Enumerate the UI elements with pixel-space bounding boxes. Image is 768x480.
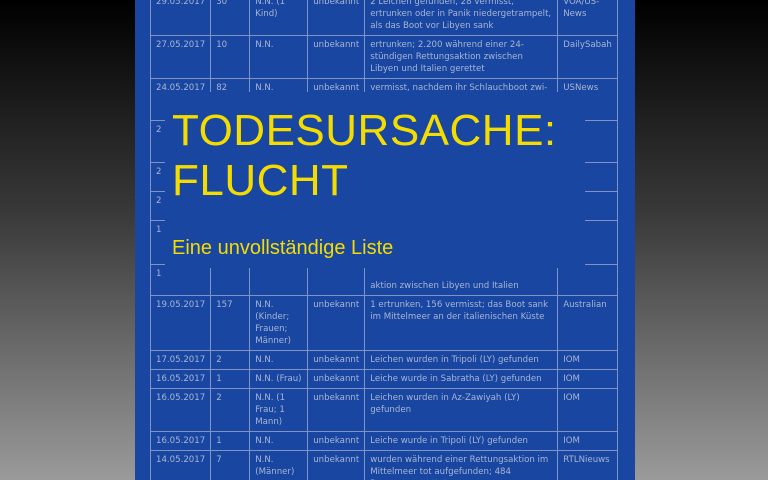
table-cell: Leiche wurde in Sabratha (LY) gefunden	[364, 369, 559, 389]
title-line-1: TODESURSACHE:	[172, 106, 557, 155]
table-row: 16.05.2017 1 N.N. unbekannt Leiche wurde in …	[149, 431, 618, 451]
table-cell: VOA/US- News	[557, 0, 618, 36]
title: TODESURSACHE: FLUCHT	[172, 106, 557, 206]
table-cell: 16.05.2017	[149, 388, 212, 432]
table-cell: 1	[210, 369, 251, 389]
table-cell	[307, 264, 366, 296]
table-cell: 7	[210, 450, 251, 480]
table-cell: 2	[210, 388, 251, 432]
table-cell: 14.05.2017	[149, 450, 212, 480]
table-cell: 10	[210, 35, 251, 79]
table-cell	[249, 264, 309, 296]
table-row: 17.05.2017 2 N.N. unbekannt Leichen wurden i…	[149, 350, 618, 370]
table-cell: DailySabah	[557, 35, 618, 79]
table-cell: Leiche wurde in Tripoli (LY) gefunden	[364, 431, 559, 451]
table-cell: N.N. (Kinder; Frauen; Männer)	[249, 295, 309, 351]
table-cell: N.N.	[249, 350, 309, 370]
table-cell: 27.05.2017	[149, 35, 212, 79]
table-cell: 30	[210, 0, 251, 36]
subtitle: Eine unvollständige Liste	[172, 237, 394, 259]
table-row: 19.05.2017 157 N.N. (Kinder; Frauen; Männe…	[149, 295, 618, 351]
table-cell: unbekannt	[307, 0, 366, 36]
table-row: 16.05.2017 1 N.N. (Frau) unbekannt Leiche wu…	[149, 369, 618, 389]
table-cell: unbekannt	[307, 431, 366, 451]
table-cell: IOM	[557, 431, 618, 451]
table-row: 14.05.2017 7 N.N. (Männer) unbekannt wurden …	[149, 450, 618, 480]
table-cell: unbekannt	[307, 350, 366, 370]
table-cell: 2 Leichen gefunden, 28 vermisst, ertrunk…	[364, 0, 559, 36]
table-cell: Leichen wurden in Az-Zawiyah (LY) gefund…	[364, 388, 559, 432]
table-cell: aktion zwischen Libyen und Italien	[364, 264, 559, 296]
table-cell: IOM	[557, 369, 618, 389]
table-cell: unbekannt	[307, 450, 366, 480]
title-panel: TODESURSACHE: FLUCHT Eine unvollständige …	[165, 92, 585, 268]
table-cell: 16.05.2017	[149, 369, 212, 389]
table-cell: 1	[210, 431, 251, 451]
table-cell: 1	[149, 264, 212, 296]
table-cell	[210, 264, 251, 296]
table-row: 16.05.2017 2 N.N. (1 Frau; 1 Mann) unbekann…	[149, 388, 618, 432]
book-cover: 29.05.2017 30 N.N. (1 Kind) unbekannt 2 Leic…	[135, 0, 635, 480]
table-cell: Leichen wurden in Tripoli (LY) gefunden	[364, 350, 559, 370]
table-cell: unbekannt	[307, 369, 366, 389]
table-row: 27.05.2017 10 N.N. unbekannt ertrunken; 2.20…	[149, 35, 618, 79]
table-cell: 17.05.2017	[149, 350, 212, 370]
table-cell: ertrunken; 2.200 während einer 24-stündi…	[364, 35, 559, 79]
table-cell: unbekannt	[307, 295, 366, 351]
table-cell: N.N. (Frau)	[249, 369, 309, 389]
table-cell: N.N.	[249, 35, 309, 79]
table-cell: 29.05.2017	[149, 0, 212, 36]
table-cell: RTLNieuws	[557, 450, 618, 480]
table-cell: N.N. (1 Kind)	[249, 0, 309, 36]
table-cell: 19.05.2017	[149, 295, 212, 351]
title-line-2: FLUCHT	[172, 156, 349, 205]
table-cell: 2	[210, 350, 251, 370]
table-cell: 157	[210, 295, 251, 351]
table-cell	[557, 264, 618, 296]
table-cell: unbekannt	[307, 35, 366, 79]
table-cell: unbekannt	[307, 388, 366, 432]
table-cell: 1 ertrunken, 156 vermisst; das Boot sank…	[364, 295, 559, 351]
table-cell: N.N. (Männer)	[249, 450, 309, 480]
table-cell: 16.05.2017	[149, 431, 212, 451]
table-cell: IOM	[557, 350, 618, 370]
table-row: 1 aktion zwischen Libyen und Italien	[149, 264, 618, 296]
table-cell: Australian	[557, 295, 618, 351]
table-row: 29.05.2017 30 N.N. (1 Kind) unbekannt 2 Leic…	[149, 0, 618, 36]
table-cell: wurden während einer Rettungsaktion im M…	[364, 450, 559, 480]
table-cell: IOM	[557, 388, 618, 432]
table-cell: N.N.	[249, 431, 309, 451]
table-cell: N.N. (1 Frau; 1 Mann)	[249, 388, 309, 432]
